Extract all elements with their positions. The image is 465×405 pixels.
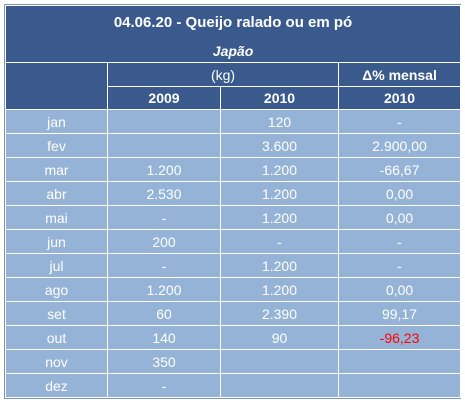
month-cell: jun xyxy=(5,229,108,254)
unit-label: (kg) xyxy=(107,62,339,87)
value-cell: - xyxy=(337,229,462,254)
month-cell: fev xyxy=(5,133,108,158)
value-cell: 1.200 xyxy=(220,157,339,182)
month-cell: mar xyxy=(5,157,108,182)
value-cell: 2.900,00 xyxy=(337,133,462,158)
change-label: Δ% mensal xyxy=(337,62,462,87)
value-cell: 99,17 xyxy=(337,301,462,326)
value-cell: 90 xyxy=(220,325,339,350)
value-cell: 2.390 xyxy=(220,301,339,326)
value-cell: 140 xyxy=(107,325,221,350)
value-cell: 1.200 xyxy=(107,157,221,182)
value-cell: 3.600 xyxy=(220,133,339,158)
table-row: jun 200- - xyxy=(5,229,462,254)
table-row: fev 3.600 2.900,00 xyxy=(5,133,462,158)
value-cell xyxy=(337,349,462,374)
value-cell: 1.200 xyxy=(107,277,221,302)
value-cell: - xyxy=(220,229,339,254)
value-cell xyxy=(107,109,221,134)
value-cell: 1.200 xyxy=(220,181,339,206)
table-title: 04.06.20 - Queijo ralado ou em pó xyxy=(4,5,462,39)
value-cell: 1.200 xyxy=(220,277,339,302)
value-cell: 1.200 xyxy=(220,253,339,278)
value-cell xyxy=(220,373,339,398)
value-cell: 0,00 xyxy=(337,181,462,206)
value-cell: 2.530 xyxy=(107,181,221,206)
value-cell xyxy=(337,373,462,398)
table-row: mar 1.200 1.200 -66,67 xyxy=(5,157,462,182)
value-cell: - xyxy=(337,109,462,134)
month-cell: nov xyxy=(5,349,108,374)
value-cell: - xyxy=(337,253,462,278)
month-cell: dez xyxy=(5,373,108,398)
value-cell: 120 xyxy=(220,109,339,134)
value-cell: - xyxy=(107,373,221,398)
value-cell: 200 xyxy=(107,229,221,254)
column-header: 2010 xyxy=(220,86,339,110)
month-cell: abr xyxy=(5,181,108,206)
table-row: out 140 90 -96,23 xyxy=(5,325,462,350)
month-cell: set xyxy=(5,301,108,326)
value-cell xyxy=(220,349,339,374)
value-cell: 0,00 xyxy=(337,205,462,230)
month-cell: jul xyxy=(5,253,108,278)
month-cell: out xyxy=(5,325,108,350)
table-row: abr 2.530 1.200 0,00 xyxy=(5,181,462,206)
data-table: 04.06.20 - Queijo ralado ou em pó Japão … xyxy=(4,5,462,398)
value-cell: 0,00 xyxy=(337,277,462,302)
column-header: 2009 xyxy=(107,86,221,110)
value-cell: 350 xyxy=(107,349,221,374)
table-row: jan 120- xyxy=(5,109,462,134)
table-frame: 04.06.20 - Queijo ralado ou em pó Japão … xyxy=(4,4,462,399)
value-cell: -96,23 xyxy=(337,325,462,350)
value-cell xyxy=(107,133,221,158)
table-row: jul -1.200- xyxy=(5,253,462,278)
corner-cell xyxy=(5,62,108,110)
table-row: dez - xyxy=(5,373,462,398)
month-cell: mai xyxy=(5,205,108,230)
table-row: mai -1.200 0,00 xyxy=(5,205,462,230)
value-cell: -66,67 xyxy=(337,157,462,182)
table-row: ago 1.200 1.200 0,00 xyxy=(5,277,462,302)
value-cell: 60 xyxy=(107,301,221,326)
value-cell: 1.200 xyxy=(220,205,339,230)
column-header: 2010 xyxy=(337,86,462,110)
month-cell: ago xyxy=(5,277,108,302)
month-cell: jan xyxy=(5,109,108,134)
table-row: set 60 2.390 99,17 xyxy=(5,301,462,326)
value-cell: - xyxy=(107,205,221,230)
table-subtitle: Japão xyxy=(4,39,462,63)
table-row: nov 350 xyxy=(5,349,462,374)
value-cell: - xyxy=(107,253,221,278)
